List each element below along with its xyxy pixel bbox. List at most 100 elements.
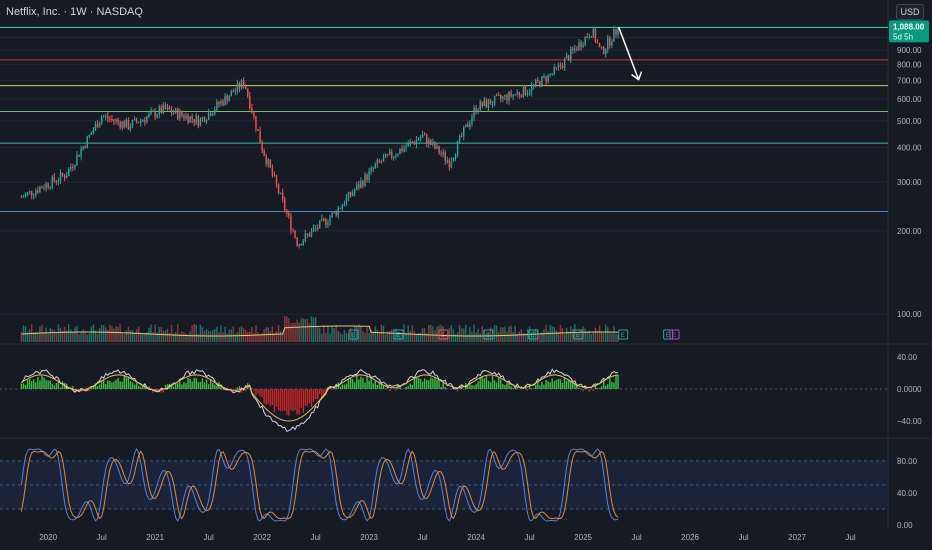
volume-bar [557,331,560,342]
volume-bar [388,331,391,342]
candle-body [341,205,344,209]
candle-body [312,228,315,231]
volume-bar [574,324,576,342]
candle-body [551,73,553,75]
candle-body [458,135,461,141]
volume-bar [343,330,346,342]
candle-body [90,133,93,135]
macd-histogram-bar [121,381,123,389]
macd-histogram-bar [257,389,259,394]
macd-histogram-bar [261,389,263,398]
candle-body [284,199,286,211]
candle-body [321,218,323,221]
macd-histogram-bar [469,382,471,389]
macd-histogram-bar [102,379,105,389]
time-tick-label: Jul [97,533,107,542]
macd-histogram-bar [331,389,333,390]
candle-body [541,76,543,87]
macd-histogram-bar [434,377,436,389]
volume-bar [246,331,249,342]
volume-bar [253,333,255,342]
candle-body [117,119,119,122]
macd-histogram-bar [572,382,574,389]
volume-bar [551,326,553,342]
volume-bar [20,331,23,342]
volume-bar [500,327,502,342]
candle-body [395,155,397,157]
time-tick-label: Jul [845,533,855,542]
candle-body [526,93,529,95]
macd-histogram-bar [401,389,403,390]
volume-bar [405,333,407,342]
candle-body [197,115,200,126]
candle-body [45,183,47,189]
macd-histogram-bar [341,384,344,389]
volume-bar [84,331,86,342]
volume-bar [172,333,175,342]
macd-histogram-bar [166,384,169,389]
candle-body [170,109,173,114]
candle-body [212,113,214,116]
volume-bar [96,333,99,342]
macd-histogram-bar [561,382,564,389]
macd-histogram-bar [96,386,99,389]
candle-body [236,83,239,91]
price-tick-label: 700.00 [897,76,922,85]
macd-histogram-bar [284,389,286,411]
volume-bar [417,332,420,342]
candle-body [368,170,370,181]
candle-body [567,55,570,61]
volume-bar [532,329,535,342]
macd-histogram-bar [30,381,33,389]
currency-button[interactable]: USD [896,4,924,20]
macd-histogram-bar [109,380,111,389]
price-tick-label: 500.00 [897,117,922,126]
candle-body [570,48,572,61]
candle-body [57,180,60,182]
volume-bar [82,329,84,342]
macd-histogram-bar [471,385,473,389]
macd-histogram-bar [267,389,270,404]
volume-bar [440,324,442,342]
time-tick-label: Jul [310,533,320,542]
macd-histogram-bar [137,385,140,389]
candle-body [267,159,270,164]
candle-body [438,145,440,154]
volume-bar [137,326,140,342]
volume-bar [384,334,387,342]
time-tick-label: Jul [417,533,427,542]
macd-histogram-bar [617,374,619,389]
macd-histogram-bar [57,380,60,389]
candle-body [491,104,494,106]
macd-histogram-bar [107,380,109,389]
candle-body [286,210,288,214]
volume-bar [43,332,45,342]
candle-body [294,230,296,238]
candle-body [242,80,245,87]
macd-histogram-bar [72,386,74,389]
macd-histogram-bar [199,381,202,389]
candle-body [343,204,346,206]
candle-body [565,55,568,59]
candle-body [226,95,228,102]
macd-histogram-bar [251,388,253,389]
volume-bar [88,333,91,342]
candle-body [530,85,533,93]
macd-histogram-bar [362,377,364,389]
candle-body [448,160,451,168]
future-earnings-label: E [672,333,676,339]
candle-body [351,193,354,196]
volume-bar [378,332,381,342]
macd-histogram-bar [222,389,224,391]
macd-histogram-bar [179,381,181,389]
candle-body [55,180,58,182]
macd-histogram-bar [415,376,418,389]
volume-bar [325,333,327,342]
volume-bar [78,334,80,342]
macd-histogram-bar [216,385,218,389]
volume-bar [109,324,111,342]
candle-body [520,95,523,98]
volume-bar [220,325,222,342]
volume-bar [442,326,444,342]
